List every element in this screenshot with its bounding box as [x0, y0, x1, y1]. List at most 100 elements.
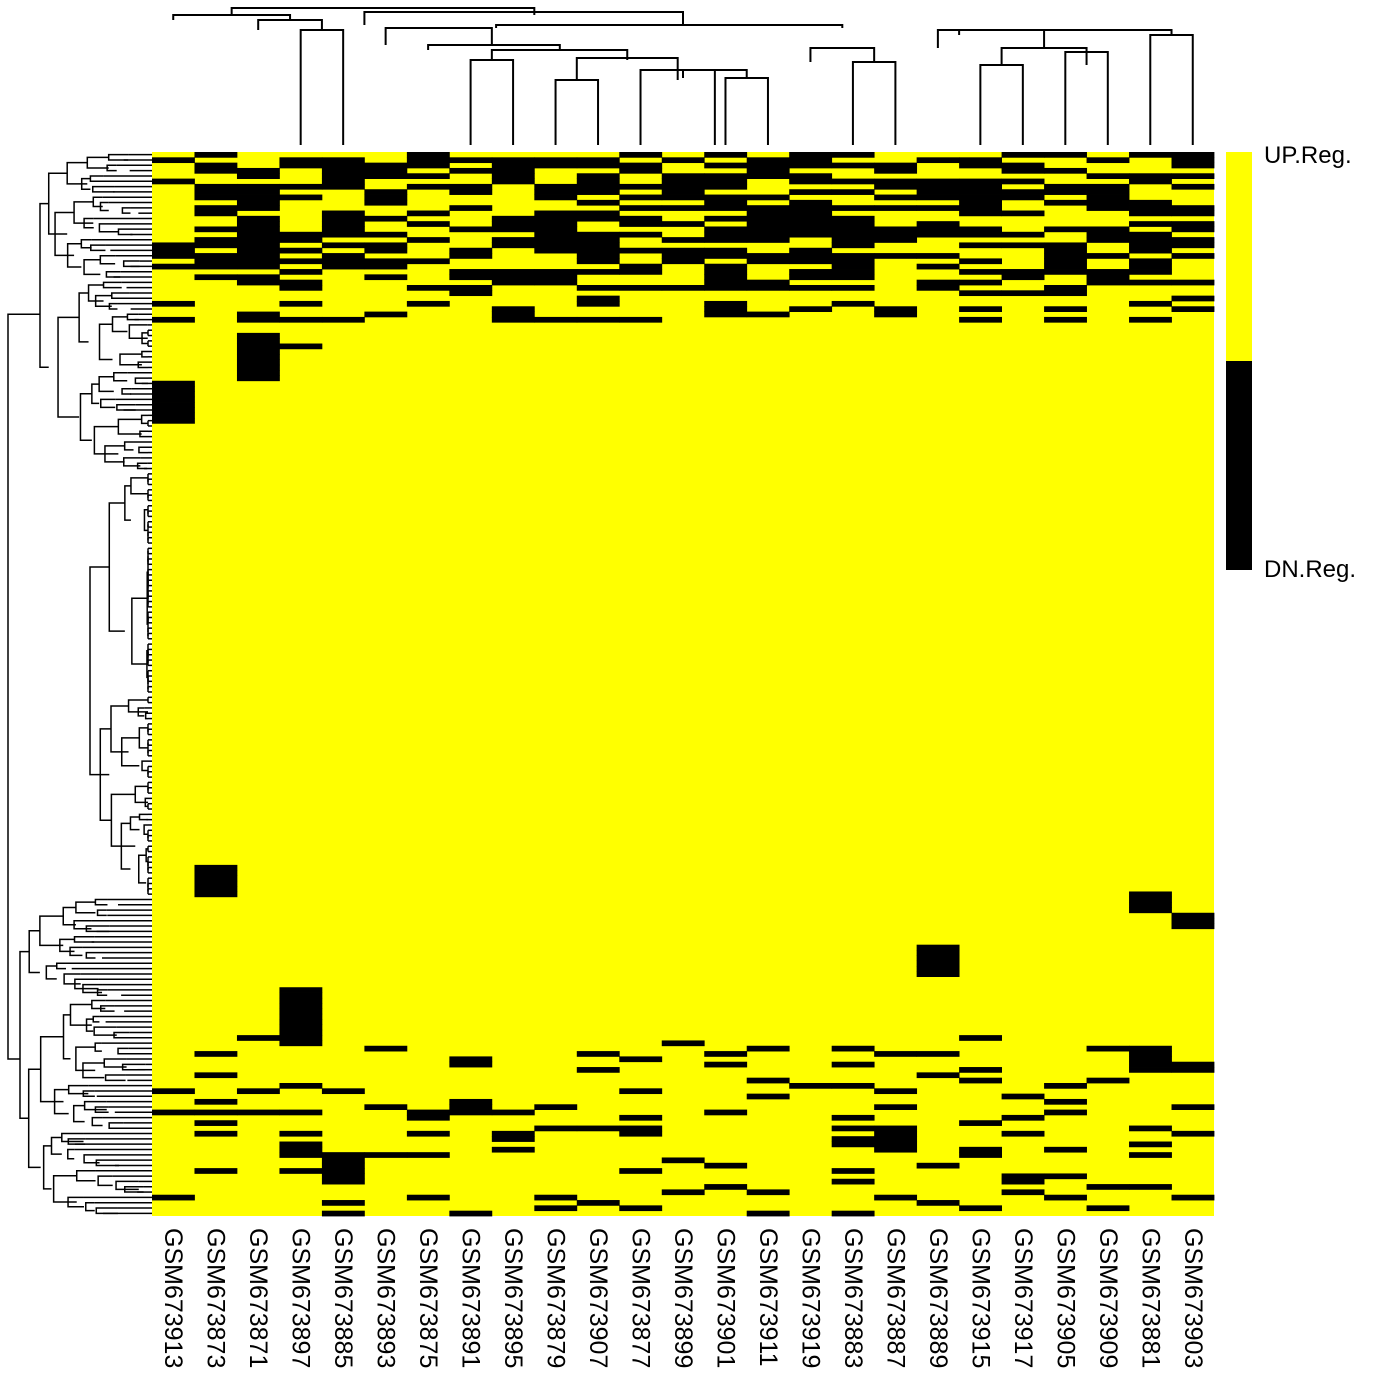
column-label: GSM673879 [541, 1228, 570, 1369]
heatmap-cell [1044, 269, 1087, 275]
heatmap-cell [236, 247, 280, 254]
heatmap-cell [194, 891, 238, 898]
heatmap-cell [874, 253, 918, 259]
row-dendrogram-link [143, 824, 148, 836]
heatmap-cell [194, 183, 238, 190]
heatmap-cell [152, 1088, 195, 1095]
row-dendrogram-link [66, 161, 88, 185]
heatmap-cell [279, 1029, 323, 1036]
heatmap-cell [1001, 167, 1045, 174]
heatmap-cell [831, 237, 875, 243]
heatmap-cell [236, 274, 280, 281]
heatmap-cell [959, 316, 1002, 323]
heatmap-cell [874, 1130, 918, 1137]
heatmap-cell [1086, 1045, 1130, 1052]
row-dendrogram-link [69, 1003, 92, 1026]
heatmap-cell [831, 226, 875, 233]
heatmap-cell [661, 221, 705, 227]
row-dendrogram-link [108, 502, 125, 632]
heatmap-cell [1001, 242, 1045, 249]
heatmap-cell [236, 311, 280, 318]
heatmap-cell [449, 253, 493, 259]
column-dendrogram-link [495, 24, 844, 28]
heatmap-cell [831, 258, 875, 265]
column-dendrogram-link [363, 11, 684, 25]
heatmap-cell [534, 157, 578, 164]
heatmap-cell [874, 226, 918, 233]
heatmap-cell [279, 1152, 323, 1158]
heatmap-cell [1171, 210, 1215, 217]
heatmap-cell [1129, 237, 1172, 243]
heatmap-cell [789, 274, 833, 281]
heatmap-cell [576, 269, 620, 275]
heatmap-cell [704, 1051, 748, 1057]
heatmap-cell [704, 205, 748, 211]
heatmap-cell [236, 205, 280, 211]
heatmap-cell [1001, 269, 1045, 275]
heatmap-cell [661, 258, 705, 265]
heatmap-cell [236, 242, 280, 249]
heatmap-cell [619, 1125, 663, 1132]
heatmap-cell [534, 247, 578, 254]
heatmap-cell [449, 247, 493, 254]
heatmap-cell [1129, 1051, 1172, 1057]
heatmap-cell [1001, 290, 1045, 297]
heatmap-cell [619, 1168, 663, 1174]
heatmap-cell [321, 1162, 365, 1169]
heatmap-cell [959, 178, 1002, 185]
heatmap-cell [1129, 258, 1172, 265]
column-dendrogram-link [1000, 47, 1088, 65]
heatmap-cell [704, 162, 748, 169]
row-dendrogram-link [130, 477, 148, 495]
heatmap-cell [534, 231, 578, 238]
heatmap-cell [406, 183, 450, 190]
heatmap-cell [704, 300, 748, 307]
heatmap-cell [364, 231, 408, 238]
heatmap-cell [746, 285, 790, 291]
heatmap-cell [1086, 194, 1130, 201]
heatmap-cell [364, 167, 408, 174]
row-dendrogram-link [134, 785, 148, 804]
heatmap-cell [152, 242, 195, 249]
heatmap-cell [1044, 1083, 1087, 1089]
heatmap-cell [661, 157, 705, 164]
row-dendrogram-link [98, 376, 114, 393]
heatmap-cell [959, 290, 1002, 297]
heatmap-cell [959, 242, 1002, 249]
heatmap-cell [916, 157, 960, 164]
heatmap-cell [746, 311, 790, 318]
heatmap-cell [236, 332, 280, 339]
heatmap-cell [789, 157, 833, 164]
heatmap-cell [874, 1104, 918, 1110]
heatmap-cell [746, 173, 790, 179]
heatmap-cell [236, 173, 280, 179]
heatmap-cell [321, 1157, 365, 1164]
heatmap-cell [789, 258, 833, 265]
row-dendrogram-link [91, 383, 100, 405]
row-dendrogram-link [108, 1122, 124, 1129]
heatmap-cell [1044, 306, 1087, 312]
column-dendrogram-link [299, 29, 345, 145]
row-dendrogram-link [95, 1159, 119, 1167]
heatmap-cell [279, 194, 323, 201]
heatmap-cell [576, 258, 620, 265]
row-dendrogram-link [138, 813, 148, 821]
heatmap-cell [576, 1125, 620, 1132]
heatmap-cell [236, 263, 280, 270]
heatmap-cell [236, 338, 280, 344]
heatmap-cell [491, 221, 535, 227]
row-dendrogram-link [110, 705, 129, 753]
heatmap-cell [236, 1088, 280, 1095]
heatmap-cell [364, 194, 408, 201]
heatmap-cell [1129, 173, 1172, 179]
column-label: GSM673895 [499, 1228, 528, 1369]
heatmap-cell [831, 231, 875, 238]
heatmap-cell [874, 1141, 918, 1148]
row-dendrogram-link [127, 699, 148, 713]
heatmap-cell [194, 258, 238, 265]
row-dendrogram-link [83, 1154, 100, 1164]
row-dendrogram-link [143, 509, 148, 532]
row-dendrogram-link [146, 571, 148, 625]
heatmap-cell [704, 199, 748, 206]
heatmap-cell [279, 1141, 323, 1148]
